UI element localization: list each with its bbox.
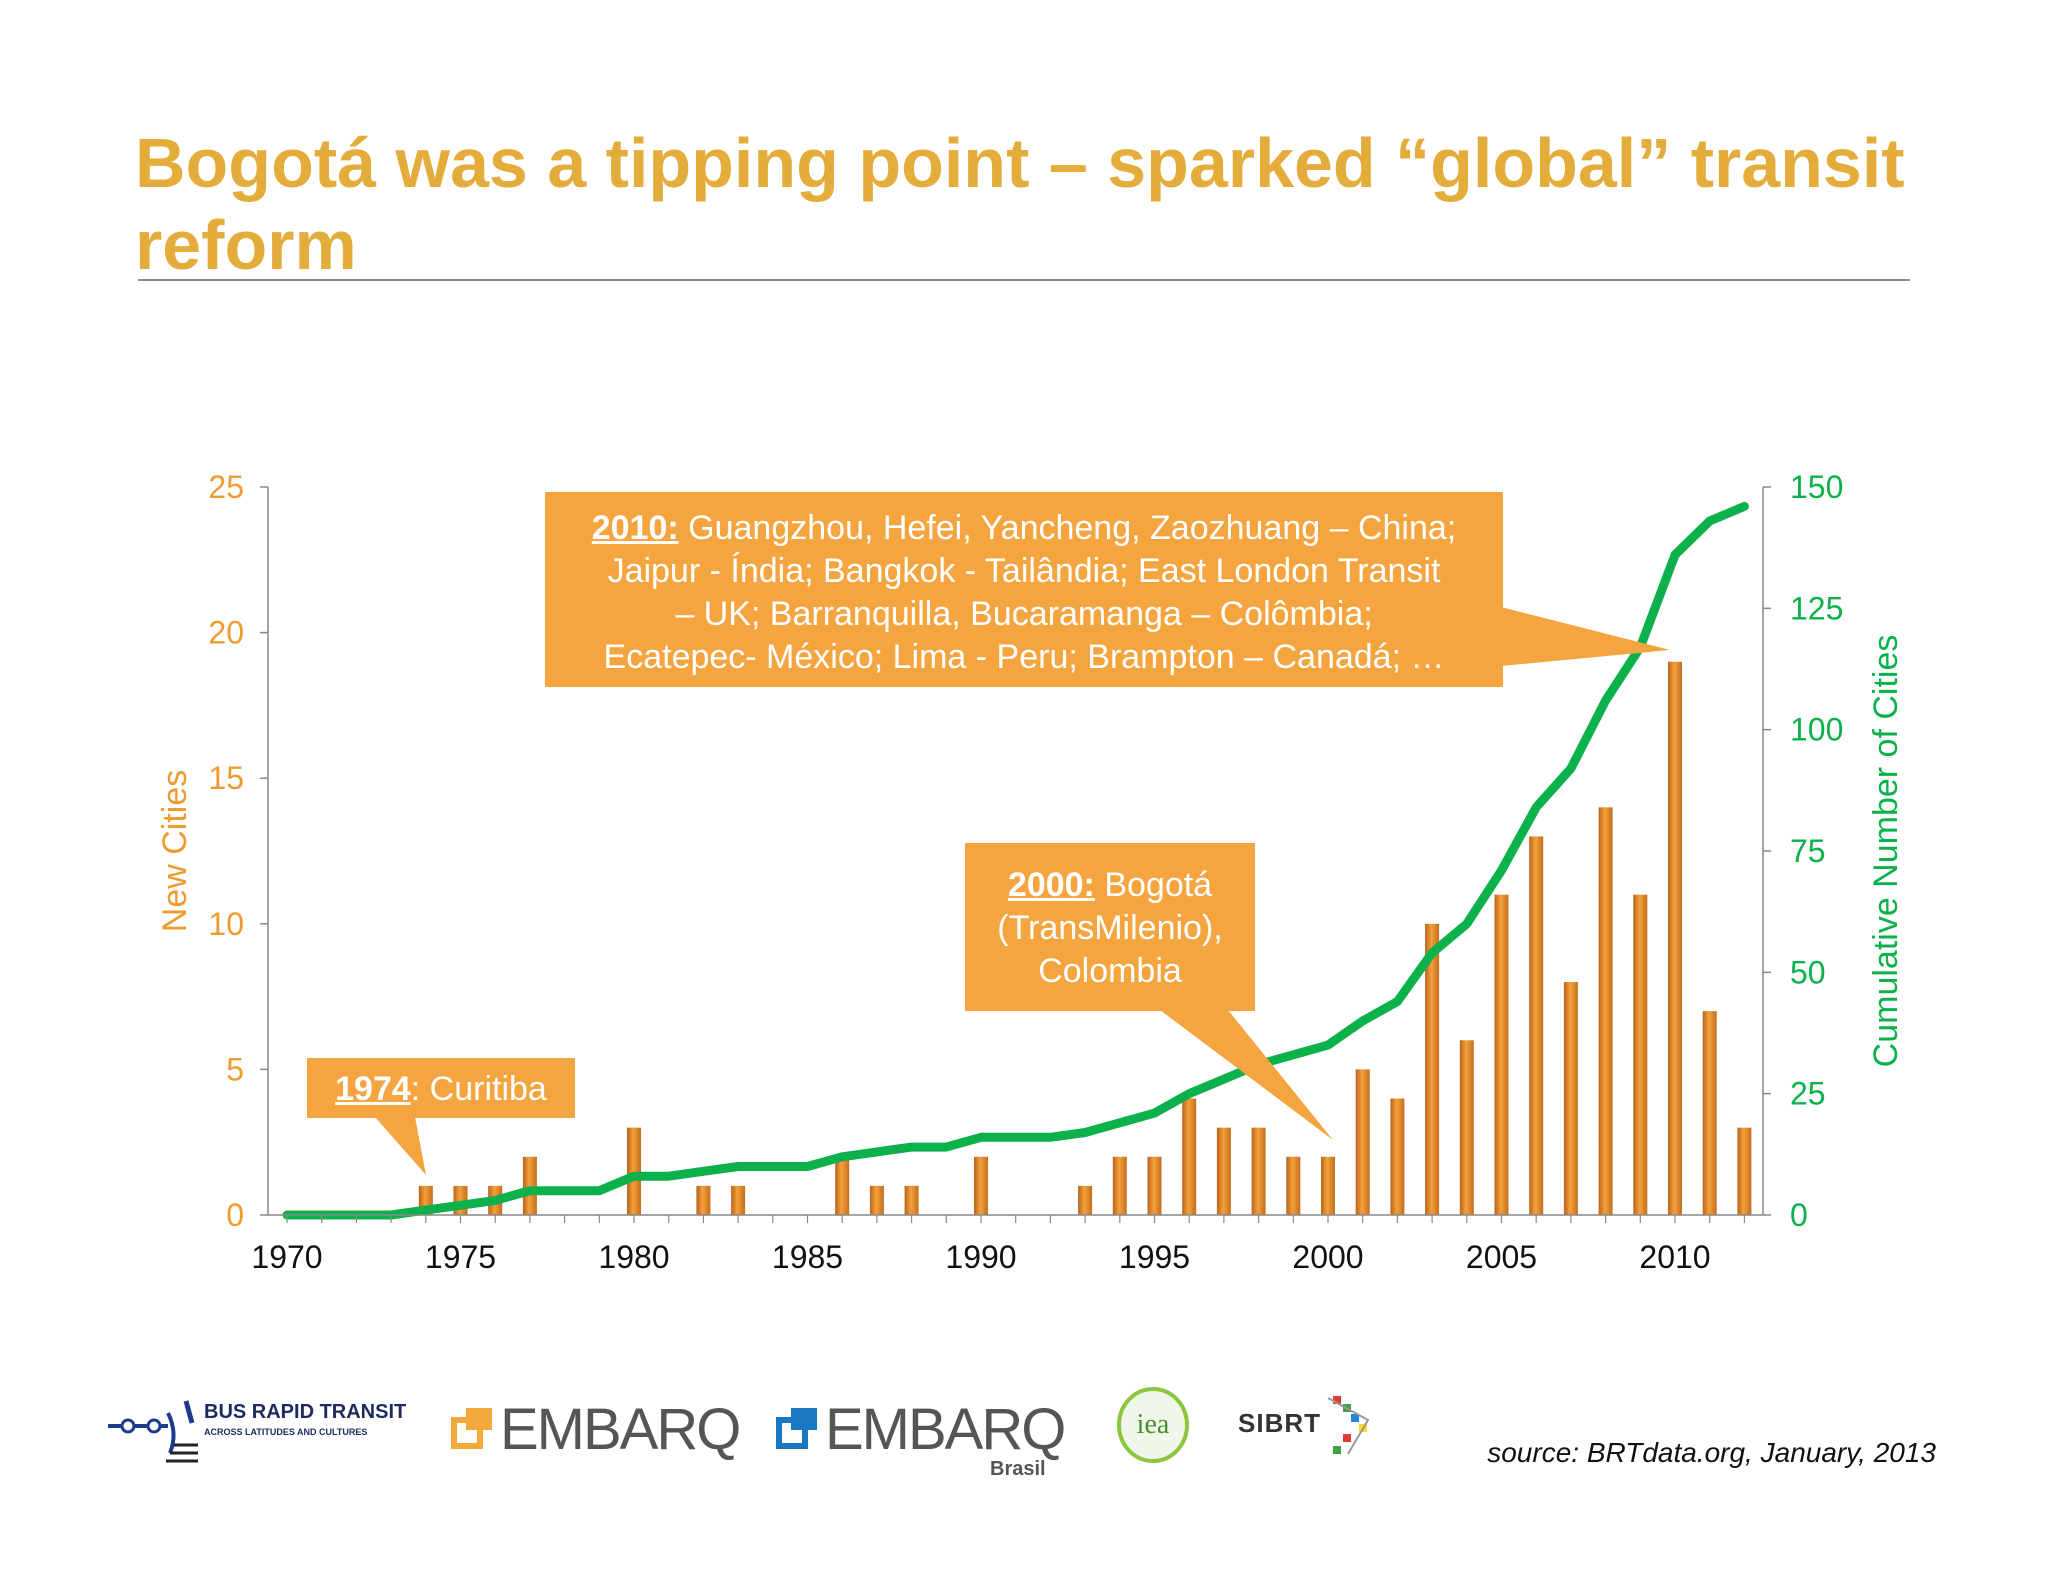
bar-new-cities-2000 — [1321, 1156, 1335, 1215]
y-left-tick-label: 0 — [226, 1197, 244, 1233]
bar-new-cities-2008 — [1598, 807, 1613, 1215]
embarq-brasil-logo-sub: Brasil — [990, 1458, 1046, 1480]
callout-2000-line3: Colombia — [1038, 952, 1182, 990]
embarq-logo-text: EMBARQ — [500, 1397, 741, 1462]
callout-2010-text: 2010: Guangzhou, Hefei, Yancheng, Zaozhu… — [545, 507, 1503, 679]
title-divider — [138, 279, 1910, 281]
y-left-tick-label: 10 — [208, 906, 244, 942]
sibrt-logo: SIBRT — [1238, 1390, 1388, 1460]
bar-new-cities-1995 — [1147, 1156, 1162, 1215]
x-tick-label: 1985 — [772, 1239, 843, 1275]
y-left-tick-label: 25 — [208, 469, 244, 505]
y-right-tick-label: 100 — [1790, 712, 1843, 748]
callout-2000-line2: (TransMilenio), — [997, 909, 1223, 947]
x-tick-label: 1995 — [1119, 1239, 1190, 1275]
bar-new-cities-1982 — [696, 1185, 711, 1215]
sibrt-map-icon — [1327, 1396, 1370, 1455]
bar-new-cities-2011 — [1702, 1011, 1717, 1215]
bar-new-cities-2003 — [1425, 923, 1440, 1215]
bar-new-cities-2010 — [1668, 661, 1682, 1215]
y-left-tick-label: 20 — [208, 615, 244, 651]
embarq-brasil-logo-text: EMBARQ — [825, 1397, 1066, 1462]
bar-new-cities-2009 — [1633, 894, 1648, 1215]
callout-1974-box — [307, 1058, 575, 1118]
bar-new-cities-1987 — [869, 1185, 884, 1215]
iea-logo: iea — [1115, 1385, 1191, 1465]
bar-new-cities-1994 — [1112, 1156, 1127, 1215]
x-tick-label: 1970 — [251, 1239, 322, 1275]
brt-road-icon — [108, 1400, 198, 1463]
embarq-brasil-logo: EMBARQ Brasil — [775, 1392, 1066, 1482]
callout-2010-year: 2010: — [591, 509, 679, 547]
callout-2000-box — [965, 843, 1255, 1011]
bar-new-cities-2005 — [1494, 894, 1509, 1215]
embarq-brasil-mark-icon — [776, 1408, 817, 1449]
bar-new-cities-1983 — [731, 1185, 746, 1215]
bar-new-cities-1988 — [904, 1185, 919, 1215]
bar-new-cities-2004 — [1459, 1040, 1474, 1215]
y-right-tick-label: 25 — [1790, 1076, 1826, 1112]
sibrt-logo-text: SIBRT — [1238, 1408, 1321, 1438]
iea-logo-text: iea — [1136, 1409, 1170, 1440]
bar-new-cities-2007 — [1563, 982, 1578, 1215]
x-tick-label: 2005 — [1466, 1239, 1537, 1275]
callout-2010-line3: – UK; Barranquilla, Bucaramanga – Colômb… — [675, 595, 1373, 633]
bar-new-cities-1996 — [1182, 1098, 1197, 1215]
x-tick-label: 1975 — [425, 1239, 496, 1275]
callout-1974-year: 1974 — [335, 1070, 411, 1108]
embarq-logo: EMBARQ — [450, 1392, 741, 1462]
bar-new-cities-2001 — [1355, 1069, 1370, 1215]
callout-2010-line4: Ecatepec- México; Lima - Peru; Brampton … — [603, 638, 1445, 676]
embarq-mark-icon — [451, 1408, 492, 1449]
x-tick-label: 2000 — [1292, 1239, 1363, 1275]
brt-logo: BUS RAPID TRANSIT ACROSS LATITUDES AND C… — [108, 1393, 418, 1463]
y-right-tick-label: 125 — [1790, 590, 1843, 626]
line-cumulative-cities — [282, 501, 1749, 1220]
y-left-tick-label: 15 — [208, 760, 244, 796]
callout-2010-pointer — [1501, 607, 1670, 666]
x-tick-label: 1980 — [598, 1239, 669, 1275]
callout-2000-line1: Bogotá — [1094, 866, 1213, 904]
callout-2010-line2: Jaipur - Índia; Bangkok - Tailândia; Eas… — [607, 552, 1441, 590]
bar-new-cities-1993 — [1078, 1185, 1093, 1215]
bar-new-cities-2006 — [1529, 836, 1544, 1215]
y-right-axis-title: Cumulative Number of Cities — [1867, 635, 1905, 1068]
brt-logo-subtitle: ACROSS LATITUDES AND CULTURES — [204, 1427, 368, 1437]
y-left-tick-label: 5 — [226, 1051, 244, 1087]
y-right-tick-label: 150 — [1790, 469, 1843, 505]
callout-2010-box — [545, 492, 1503, 687]
callout-2010-line1: Guangzhou, Hefei, Yancheng, Zaozhuang – … — [678, 509, 1457, 547]
bar-new-cities-2002 — [1390, 1098, 1405, 1215]
callout-2000-text: 2000: Bogotá (TransMilenio), Colombia — [965, 864, 1255, 993]
callout-1974-pointer — [375, 1117, 426, 1175]
bar-new-cities-1999 — [1286, 1156, 1301, 1215]
callout-1974-body: : Curitiba — [410, 1070, 547, 1108]
bar-new-cities-1977 — [522, 1156, 537, 1215]
y-right-tick-label: 0 — [1790, 1197, 1808, 1233]
callout-1974-text: 1974: Curitiba — [307, 1068, 575, 1111]
x-tick-label: 1990 — [945, 1239, 1016, 1275]
callout-2000-year: 2000: — [1007, 866, 1095, 904]
bar-new-cities-1998 — [1251, 1127, 1266, 1215]
bar-new-cities-1980 — [627, 1127, 641, 1215]
callout-2000-pointer — [1160, 1010, 1333, 1140]
y-right-tick-label: 50 — [1790, 954, 1826, 990]
bar-new-cities-1990 — [974, 1156, 988, 1215]
bar-new-cities-1986 — [835, 1156, 850, 1215]
y-right-tick-label: 75 — [1790, 833, 1826, 869]
bar-new-cities-1997 — [1216, 1127, 1231, 1215]
x-tick-label: 2010 — [1639, 1239, 1710, 1275]
iea-mark-icon — [1117, 1387, 1189, 1463]
brt-logo-title: BUS RAPID TRANSIT — [204, 1401, 407, 1423]
bar-new-cities-2012 — [1737, 1127, 1752, 1215]
source-note: source: BRTdata.org, January, 2013 — [1487, 1437, 1936, 1468]
page-title: Bogotá was a tipping point – sparked “gl… — [135, 124, 1905, 284]
y-left-axis-title: New Cities — [156, 770, 194, 932]
